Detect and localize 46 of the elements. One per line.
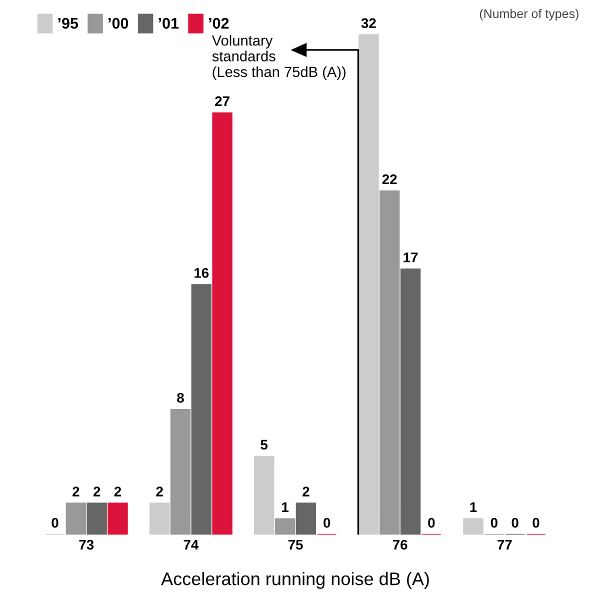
bar bbox=[463, 518, 484, 535]
data-label: 0 bbox=[324, 518, 330, 528]
data-label: 32 bbox=[361, 18, 376, 28]
data-label: 0 bbox=[428, 518, 435, 528]
bar bbox=[380, 190, 400, 535]
x-tick-label: 77 bbox=[497, 540, 512, 550]
data-label: 22 bbox=[382, 174, 397, 184]
data-label: 2 bbox=[302, 486, 310, 496]
bar bbox=[170, 409, 191, 535]
data-label: 0 bbox=[52, 518, 58, 528]
data-label: 1 bbox=[282, 502, 289, 512]
data-label: 8 bbox=[177, 392, 184, 403]
x-tick-label: 75 bbox=[288, 540, 303, 550]
x-tick-label: 73 bbox=[79, 540, 94, 550]
bar bbox=[400, 268, 421, 535]
bar bbox=[149, 502, 170, 535]
x-axis-title: Acceleration running noise dB (A) bbox=[161, 572, 429, 589]
bar bbox=[212, 112, 232, 535]
data-label: 2 bbox=[114, 486, 122, 496]
bar bbox=[86, 502, 107, 535]
bar bbox=[274, 518, 296, 535]
data-label: 2 bbox=[93, 486, 100, 496]
data-label: 2 bbox=[72, 486, 80, 496]
x-tick-label: 76 bbox=[392, 540, 408, 550]
text: (Number of types) bbox=[480, 8, 578, 21]
data-label: 0 bbox=[490, 518, 498, 528]
data-label: 17 bbox=[404, 252, 418, 262]
bar bbox=[191, 284, 212, 535]
x-tick-label: 74 bbox=[184, 540, 199, 550]
data-label: 5 bbox=[260, 440, 268, 450]
bar bbox=[254, 456, 274, 535]
bar bbox=[108, 502, 128, 535]
data-label: 0 bbox=[532, 518, 540, 528]
bar bbox=[296, 502, 316, 535]
data-label: 16 bbox=[194, 268, 209, 278]
data-label: 0 bbox=[512, 518, 518, 528]
legend-label: ’01 bbox=[158, 18, 179, 29]
data-label: 2 bbox=[156, 486, 163, 496]
legend-label: ’02 bbox=[209, 18, 229, 29]
data-label: 1 bbox=[470, 502, 477, 512]
bar bbox=[66, 502, 86, 535]
data-label: 27 bbox=[215, 96, 230, 106]
bar bbox=[358, 34, 379, 535]
annotation: Voluntary standards (Less than 75dB (A)) bbox=[212, 34, 346, 80]
legend-label: ’00 bbox=[108, 18, 128, 29]
legend-label: ’95 bbox=[58, 18, 78, 29]
